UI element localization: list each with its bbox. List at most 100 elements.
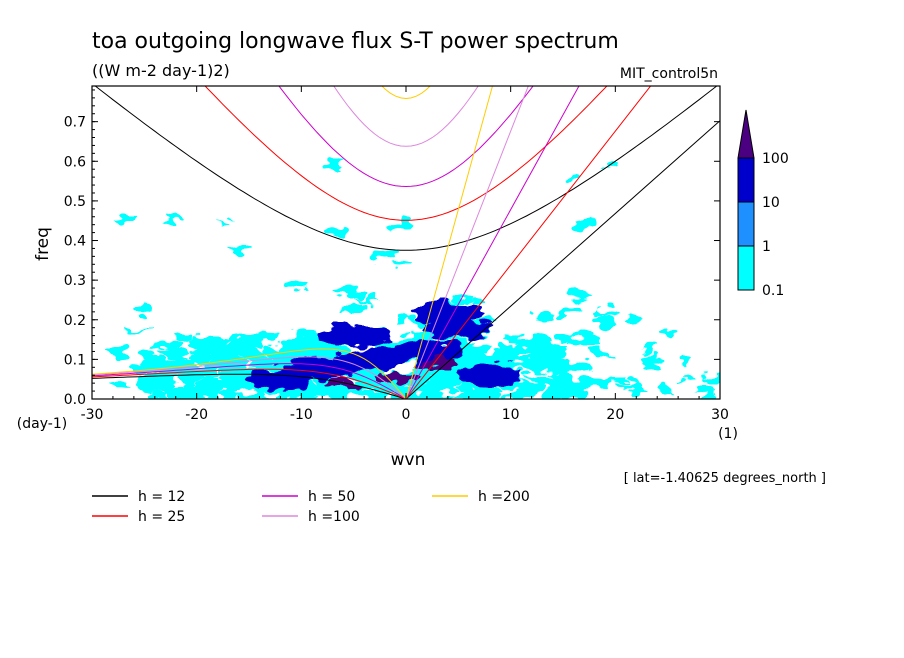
x-tick-label: 10	[502, 407, 520, 423]
power-blob-10	[340, 348, 409, 371]
rossby-wave-curve	[92, 368, 407, 399]
power-cell	[660, 329, 672, 336]
eig-wave-curve	[94, 86, 718, 251]
power-cell	[696, 388, 714, 394]
power-cell	[602, 376, 630, 382]
curve-legend: h = 12 h = 25 h = 50 h =100 h =200	[92, 489, 530, 525]
colorbar-cell	[737, 245, 755, 291]
kelvin-wave-curve	[405, 86, 494, 399]
kelvin-wave-curve	[405, 86, 580, 399]
axis-ticks: -30 -20 -10 0 10 20 30 0.0 0.1 0.2 0.3 0.4 0.5 0.6 0.7	[64, 86, 729, 423]
power-cell	[272, 389, 296, 396]
power-cell	[548, 348, 567, 362]
power-blob-10	[455, 364, 524, 387]
power-cell	[590, 346, 605, 359]
power-cell	[547, 392, 577, 399]
power-cell	[219, 217, 230, 222]
chart-title: toa outgoing longwave flux S-T power spe…	[92, 29, 619, 54]
power-cell	[597, 308, 617, 315]
x-tick-label: -30	[81, 407, 104, 423]
power-blob-10	[392, 340, 461, 363]
power-cell	[674, 356, 692, 364]
power-cell	[352, 288, 364, 300]
power-cell	[639, 356, 663, 367]
legend-label: h = 12	[138, 489, 185, 505]
power-cell	[396, 313, 409, 325]
power-cell	[167, 216, 183, 222]
power-cell	[372, 248, 391, 260]
y-tick-label: 0.5	[64, 194, 86, 210]
power-cell	[457, 382, 477, 392]
colorbar-label: 1	[762, 239, 771, 255]
x-tick-label: -10	[290, 407, 313, 423]
power-cell	[509, 346, 535, 354]
power-cell	[332, 286, 359, 294]
legend-label: h =200	[478, 489, 530, 505]
power-cell	[558, 305, 582, 317]
power-cell	[237, 392, 268, 399]
y-tick-label: 0.4	[64, 234, 86, 250]
power-cell	[482, 351, 512, 362]
power-cell	[238, 351, 258, 358]
power-cell	[107, 382, 132, 388]
legend-label: h = 50	[308, 489, 355, 505]
power-cell	[393, 259, 410, 267]
power-cell	[463, 344, 488, 352]
power-cell	[342, 305, 369, 313]
dispersion-curves	[92, 86, 720, 399]
eig-wave-curve	[204, 86, 608, 221]
power-cell	[526, 374, 540, 382]
power-cell	[237, 333, 268, 340]
y-tick-label: 0.1	[64, 352, 86, 368]
power-cell	[327, 227, 346, 236]
power-cell	[481, 389, 500, 399]
colorbar-label: 0.1	[762, 283, 784, 299]
power-cell	[148, 394, 170, 399]
x-tick-label: 0	[402, 407, 411, 423]
power-cell	[356, 298, 377, 304]
power-cell	[590, 315, 616, 328]
power-cell	[544, 363, 562, 371]
power-cell	[545, 379, 571, 393]
y-tick-label: 0.6	[64, 154, 86, 170]
power-cell	[109, 348, 128, 360]
rossby-wave-curve	[92, 356, 407, 399]
power-cell	[146, 377, 173, 385]
power-blob-10	[413, 300, 482, 323]
power-cell	[162, 349, 188, 358]
colorbar-cell	[737, 157, 755, 203]
power-cell	[565, 289, 594, 301]
rossby-wave-curve	[92, 373, 407, 399]
power-cell	[222, 332, 245, 343]
rossby-wave-curve	[92, 348, 407, 399]
power-cell	[710, 374, 720, 387]
power-cell	[625, 381, 645, 391]
power-cell	[352, 388, 376, 396]
power-cell	[530, 334, 549, 345]
power-cell	[133, 303, 155, 316]
power-cell	[127, 328, 154, 333]
plot-area	[92, 86, 720, 399]
power-cell	[534, 313, 545, 319]
power-cell	[658, 383, 672, 395]
legend-label: h = 25	[138, 509, 185, 525]
power-cell	[320, 160, 342, 168]
y-tick-label: 0.0	[64, 392, 86, 408]
x-tick-label: -20	[185, 407, 208, 423]
power-cell	[390, 222, 403, 232]
colorbar-cell	[737, 109, 755, 159]
power-cell	[642, 343, 657, 356]
power-cell	[569, 336, 598, 344]
rossby-wave-curve	[92, 363, 407, 399]
lat-footnote: [ lat=-1.40625 degrees_north ]	[624, 471, 826, 486]
power-cell	[627, 313, 638, 324]
x-axis-label: wvn	[391, 450, 426, 470]
power-cell	[221, 393, 240, 399]
power-cell	[554, 332, 573, 341]
eig-wave-curve	[381, 86, 431, 100]
power-cell	[227, 246, 254, 253]
eig-wave-curve	[278, 86, 534, 188]
power-cell	[226, 376, 246, 386]
